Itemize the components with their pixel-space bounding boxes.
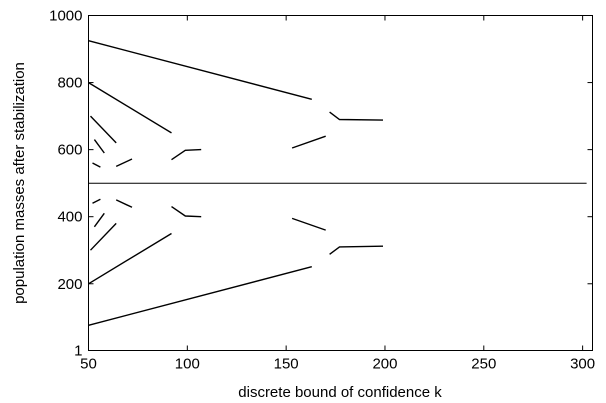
series-branch: [92, 198, 101, 204]
series-branch: [115, 158, 133, 168]
x-tick-label: 50: [80, 356, 97, 373]
x-tick-label: 100: [175, 356, 200, 373]
y-tick-label: 1: [74, 343, 82, 360]
x-axis-label: discrete bound of confidence k: [238, 384, 442, 401]
y-axis: 1 200 400 600 800 1000: [49, 8, 593, 360]
x-tick-label: 250: [471, 356, 496, 373]
series-layer: [88, 40, 587, 326]
y-tick-label: 400: [57, 209, 82, 226]
series-branch: [88, 82, 172, 134]
x-tick-label: 300: [570, 356, 595, 373]
series-branch: [89, 222, 117, 251]
y-tick-label: 200: [57, 276, 82, 293]
y-tick-label: 800: [57, 75, 82, 92]
series-branch: [329, 111, 384, 121]
series-branch: [171, 148, 202, 161]
series-branch: [93, 139, 105, 154]
y-axis-label: population masses after stabilization: [11, 62, 28, 304]
x-tick-label: 200: [372, 356, 397, 373]
series-branch: [92, 162, 101, 168]
y-tick-label: 600: [57, 142, 82, 159]
series-branch: [89, 115, 117, 144]
series-branch: [93, 212, 105, 228]
series-branch: [171, 206, 202, 218]
series-branch: [115, 199, 133, 208]
y-tick-label: 1000: [49, 8, 82, 25]
series-branch: [88, 232, 172, 285]
series-branch: [329, 245, 384, 255]
series-branch: [291, 217, 326, 231]
x-axis: 50 100 150 200 250 300: [80, 15, 595, 373]
x-tick-label: 150: [274, 356, 299, 373]
series-branch: [88, 40, 312, 100]
series-branch: [88, 266, 312, 326]
series-branch: [291, 135, 326, 149]
